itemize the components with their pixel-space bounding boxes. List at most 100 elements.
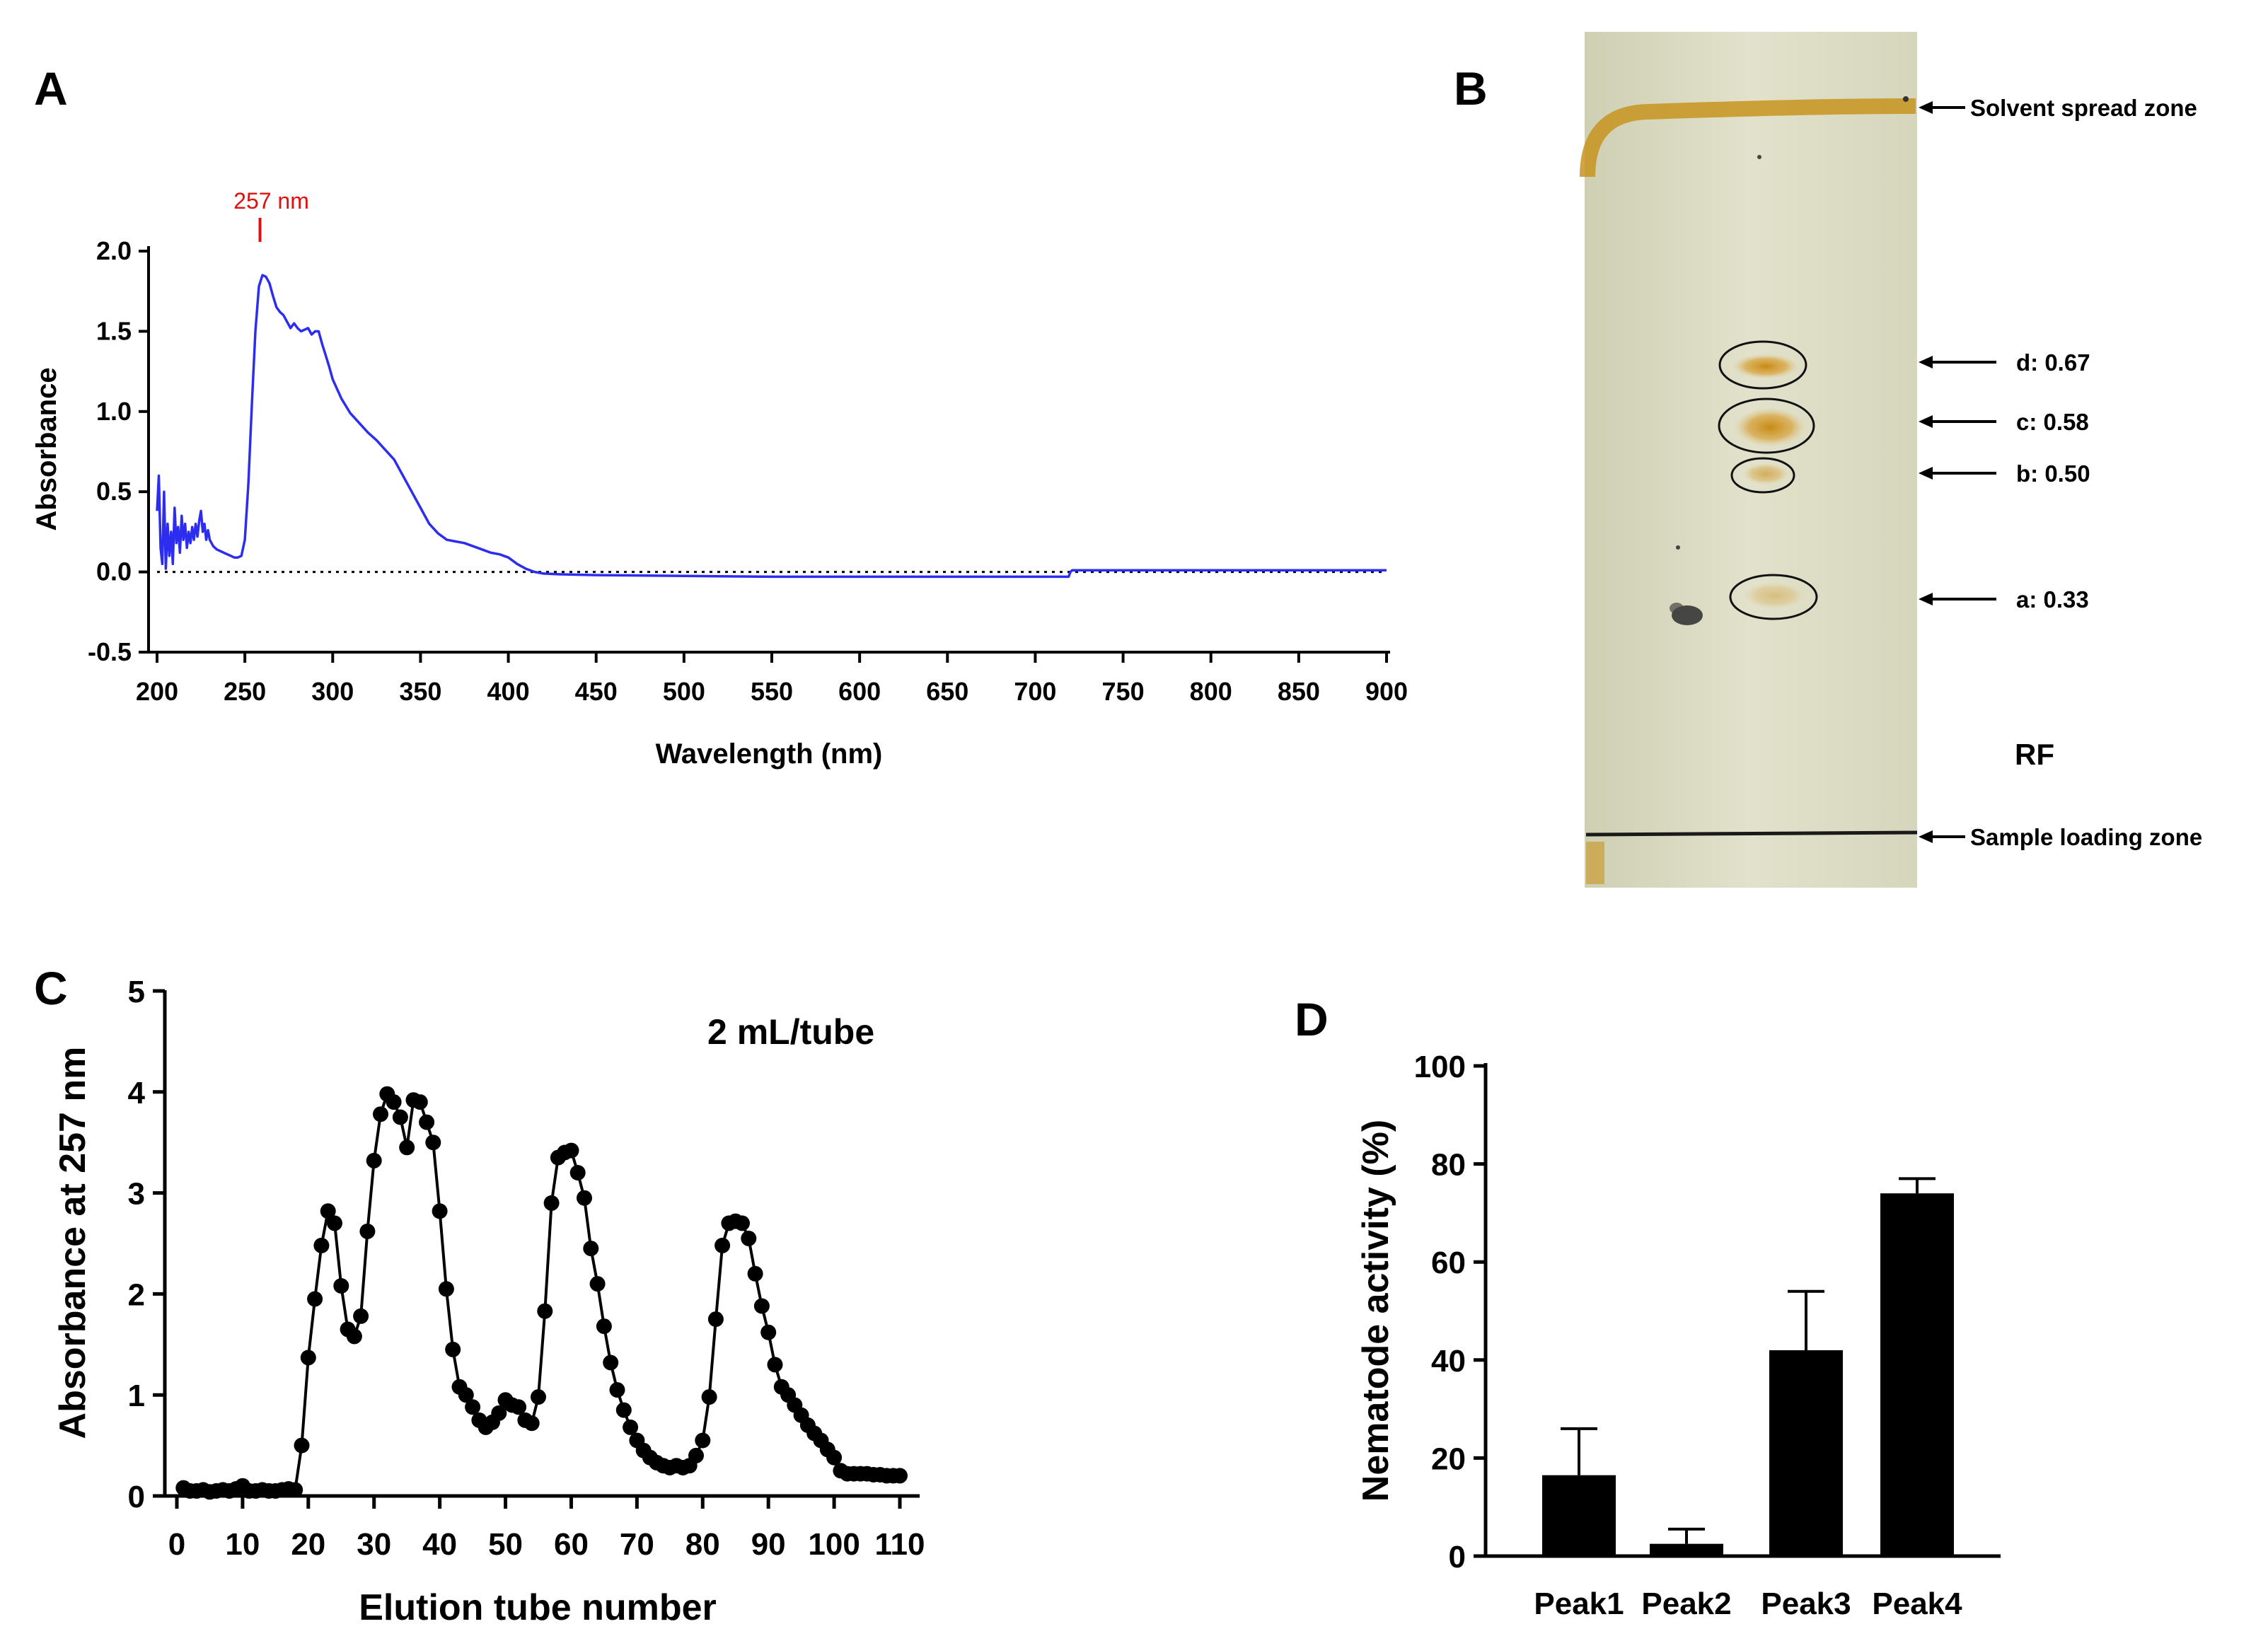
y-tick-label: 1.0 [96,397,132,426]
panel-b: B [1454,32,2202,888]
y-tick-label: 2 [128,1277,145,1312]
x-tick-label: 60 [554,1527,589,1562]
elution-point [511,1399,527,1415]
elution-point [892,1468,908,1484]
elution-point [609,1382,625,1398]
elution-point [734,1215,750,1231]
y-tick-label: 3 [128,1177,145,1212]
elution-point [333,1278,349,1294]
arrow-solvent [1919,101,1965,114]
arrow-c [1919,415,1996,428]
spot-d [1732,354,1800,379]
elution-point [438,1281,454,1297]
elution-point [327,1215,342,1231]
x-tick-label: 550 [751,677,793,706]
y-tick-label: 5 [128,975,145,1009]
elution-point [359,1223,376,1239]
elution-point [714,1237,731,1253]
c-x-ticks: 0 10 20 30 40 50 60 70 80 90 100 110 [168,1496,925,1562]
panel-d-letter: D [1295,993,1329,1045]
elution-point [701,1389,717,1405]
plate-edge-stain [1586,842,1604,884]
elution-point [386,1094,402,1110]
x-tick-label: 30 [357,1527,391,1562]
x-tick-label: 800 [1190,677,1232,706]
elution-point [753,1298,770,1314]
label-solvent-spread-zone: Solvent spread zone [1970,95,2197,121]
panel-c-letter: C [34,962,68,1014]
category-label: Peak3 [1761,1586,1851,1621]
elution-point [320,1203,336,1219]
x-tick-label: 20 [291,1527,325,1562]
x-tick-label: 400 [487,677,530,706]
y-tick-label: 0 [128,1480,145,1514]
elution-point [445,1341,461,1357]
x-tick-label: 650 [926,677,968,706]
elution-point [366,1152,382,1168]
elution-point [294,1437,310,1454]
a-x-axis-title: Wavelength (nm) [656,738,883,770]
elution-point [695,1432,711,1449]
y-tick-label: 0 [1449,1540,1466,1574]
elution-point [623,1419,639,1435]
elution-point [603,1354,619,1371]
spot-c [1733,407,1807,447]
circle-d [1718,340,1807,390]
c-x-axis-title: Elution tube number [359,1587,717,1628]
x-tick-label: 80 [685,1527,720,1562]
flow-annotation: 2 mL/tube [707,1012,874,1052]
panel-a: A -0.5 0.0 0.5 1.0 1.5 2.0 200 250 300 350 400 450… [31,62,1408,770]
y-tick-label: 60 [1431,1246,1466,1280]
x-tick-label: 250 [224,677,266,706]
elution-point [523,1415,540,1432]
elution-point [569,1165,586,1180]
y-tick-label: 0.5 [96,477,132,506]
elution-point [307,1291,323,1307]
elution-point [707,1311,724,1328]
elution-point [412,1094,428,1110]
spot-b [1742,463,1790,485]
elution-profile [175,1086,908,1500]
x-tick-label: 700 [1014,677,1056,706]
arrow-sample [1919,830,1965,843]
elution-point [537,1303,553,1319]
panel-c: C 0 1 2 3 4 5 0 10 20 30 40 50 60 70 80 90 100 110 2 mL/… [34,962,925,1628]
x-tick-label: 40 [422,1527,457,1562]
label-rf-c: c: 0.58 [2016,409,2089,435]
arrow-b [1919,467,1996,480]
panel-a-letter: A [34,62,68,115]
elution-point [760,1324,777,1340]
elution-point [313,1237,330,1253]
elution-point [465,1399,481,1415]
x-tick-label: 90 [751,1527,786,1562]
absorbance-spectrum [156,274,1387,579]
bar-peak2 [1650,1543,1723,1556]
peak-annotation: 257 nm [233,188,309,214]
elution-point [563,1142,579,1159]
x-tick-label: 850 [1278,677,1320,706]
x-tick-label: 50 [488,1527,523,1562]
y-tick-label: 1.5 [96,316,132,345]
x-tick-label: 500 [663,677,705,706]
panel-d: D 0 20 40 60 80 100 Peak1 Peak2 Peak3 Peak4 Nema… [1295,993,2001,1621]
plate-speck [1676,545,1680,550]
elution-point [596,1318,612,1335]
y-tick-label: 4 [128,1076,146,1110]
arrow-a [1919,593,1996,605]
elution-point [741,1230,757,1246]
a-x-ticks: 200 250 300 350 400 450 500 550 600 650 700 750 800 8… [136,652,1408,706]
elution-point [688,1447,704,1463]
elution-point [425,1135,441,1151]
x-tick-label: 100 [808,1527,860,1562]
y-tick-label: 100 [1414,1050,1466,1084]
elution-point [432,1203,448,1219]
c-y-axis-title: Absorbance at 257 nm [52,1047,93,1439]
elution-point [300,1350,316,1366]
elution-point [543,1195,560,1211]
x-tick-label: 350 [399,677,441,706]
elution-point [287,1482,303,1498]
d-y-axis-title: Nematode activity (%) [1355,1120,1396,1502]
x-tick-label: 300 [311,677,354,706]
elution-point [583,1241,599,1257]
x-tick-label: 750 [1102,677,1145,706]
